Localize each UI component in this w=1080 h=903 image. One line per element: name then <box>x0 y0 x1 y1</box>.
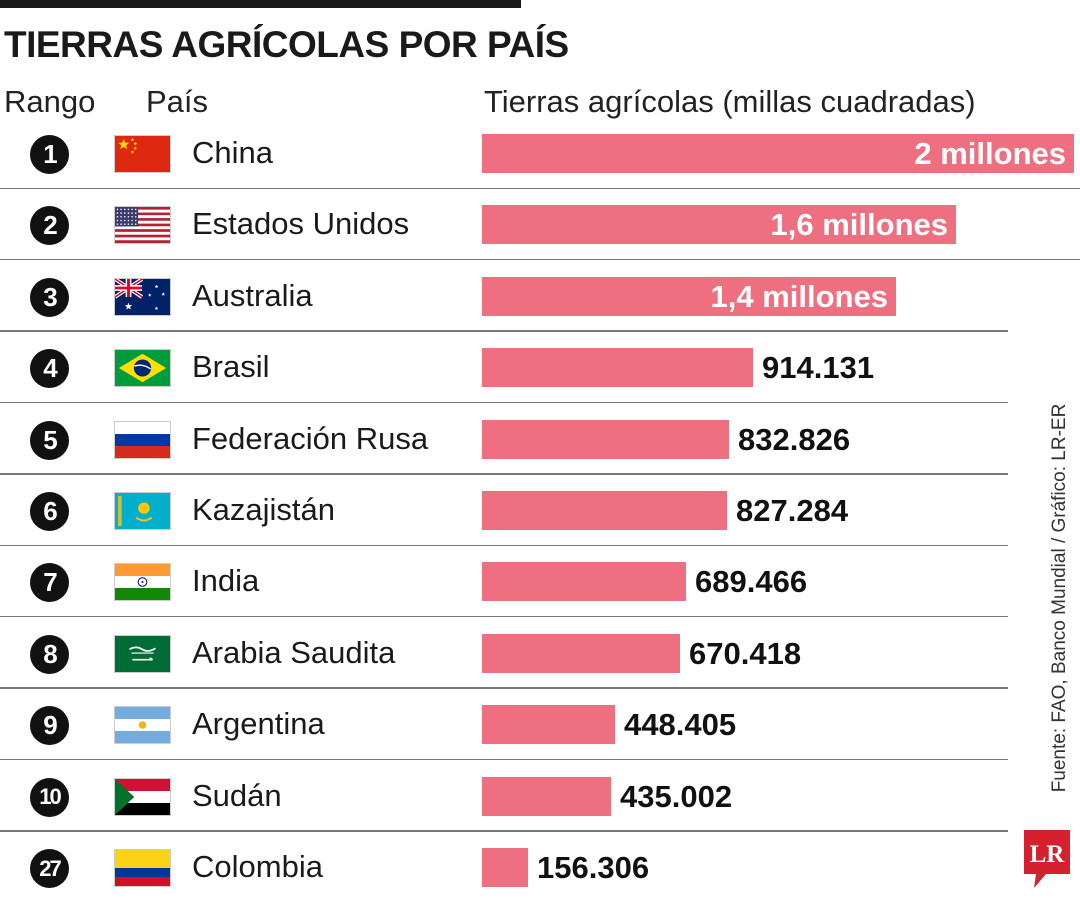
country-name: Brasil <box>192 349 270 385</box>
rank-badge: 9 <box>30 706 69 746</box>
country-name: Australia <box>192 277 313 313</box>
argentina-flag-icon <box>114 706 171 745</box>
table-row: 1 China 2 millones <box>0 118 1080 189</box>
source-note: Fuente: FAO, Banco Mundial / Gráfico: LR… <box>1049 403 1070 793</box>
value-bar <box>482 776 611 816</box>
brazil-flag-icon <box>114 349 171 388</box>
australia-flag-icon <box>114 277 171 316</box>
rank-badge: 6 <box>30 492 69 531</box>
value-label: 827.284 <box>736 493 849 528</box>
rank-badge: 27 <box>30 849 69 888</box>
usa-flag-icon <box>114 206 171 245</box>
table-row: 10 Sudán 435.002 <box>0 761 1080 832</box>
country-name: Federación Rusa <box>192 420 429 456</box>
sudan-flag-icon <box>114 777 171 816</box>
table-row: 9 Argentina 448.405 <box>0 689 1080 761</box>
rank-badge: 5 <box>30 420 69 460</box>
value-label: 832.826 <box>738 421 851 457</box>
saudi-arabia-flag-icon <box>114 634 171 673</box>
top-accent-bar <box>0 0 521 8</box>
country-name: China <box>192 135 273 170</box>
table-row: 7 India 689.466 <box>0 546 1080 618</box>
value-label: 156.306 <box>537 850 650 885</box>
value-bar <box>482 348 753 388</box>
rank-badge: 7 <box>30 563 69 603</box>
table-row: 2 Estados Unidos 1,6 millones <box>0 189 1080 261</box>
value-bar <box>482 848 528 887</box>
value-bar <box>482 491 727 530</box>
table-row: 27 Colombia 156.306 <box>0 832 1080 903</box>
rank-badge: 3 <box>30 277 69 317</box>
value-bar <box>482 205 956 245</box>
value-label: 448.405 <box>624 707 737 743</box>
country-name: Kazajistán <box>192 492 336 527</box>
value-label: 435.002 <box>620 778 733 814</box>
lr-logo: LR <box>1024 830 1070 888</box>
country-name: Sudán <box>192 777 282 813</box>
table-row: 3 Australia 1,4 millones <box>0 261 1080 332</box>
value-bar <box>482 276 896 316</box>
russia-flag-icon <box>114 420 171 459</box>
rank-badge: 2 <box>30 206 69 246</box>
value-bar <box>482 134 1074 173</box>
value-bar <box>482 419 729 459</box>
table-row: 5 Federación Rusa 832.826 <box>0 404 1080 475</box>
country-name: India <box>192 563 260 599</box>
value-label: 1,4 millones <box>710 278 888 314</box>
svg-text:LR: LR <box>1030 841 1066 868</box>
table-row: 4 Brasil 914.131 <box>0 332 1080 404</box>
value-label: 670.418 <box>689 635 802 671</box>
table-row: 6 Kazajistán 827.284 <box>0 475 1080 546</box>
china-flag-icon <box>114 135 171 173</box>
rank-column-header: Rango <box>4 84 96 119</box>
value-label: 2 millones <box>914 136 1066 171</box>
value-label: 689.466 <box>695 564 808 600</box>
value-bar <box>482 562 686 602</box>
value-label: 1,6 millones <box>770 207 948 243</box>
rank-badge: 8 <box>30 634 69 674</box>
chart-title: TIERRAS AGRÍCOLAS POR PAÍS <box>4 24 569 65</box>
country-name: Estados Unidos <box>192 206 410 242</box>
country-name: Colombia <box>192 849 323 884</box>
india-flag-icon <box>114 563 171 602</box>
colombia-flag-icon <box>114 849 171 887</box>
value-label: 914.131 <box>762 350 875 386</box>
value-bar <box>482 633 680 673</box>
value-bar <box>482 705 615 745</box>
kazakhstan-flag-icon <box>114 492 171 530</box>
rank-badge: 10 <box>30 777 69 817</box>
value-column-header: Tierras agrícolas (millas cuadradas) <box>484 84 976 119</box>
rank-badge: 4 <box>30 349 69 389</box>
country-name: Arabia Saudita <box>192 634 396 670</box>
table-row: 8 Arabia Saudita 670.418 <box>0 618 1080 689</box>
country-name: Argentina <box>192 706 325 742</box>
rank-badge: 1 <box>30 135 69 174</box>
country-column-header: País <box>146 84 209 119</box>
